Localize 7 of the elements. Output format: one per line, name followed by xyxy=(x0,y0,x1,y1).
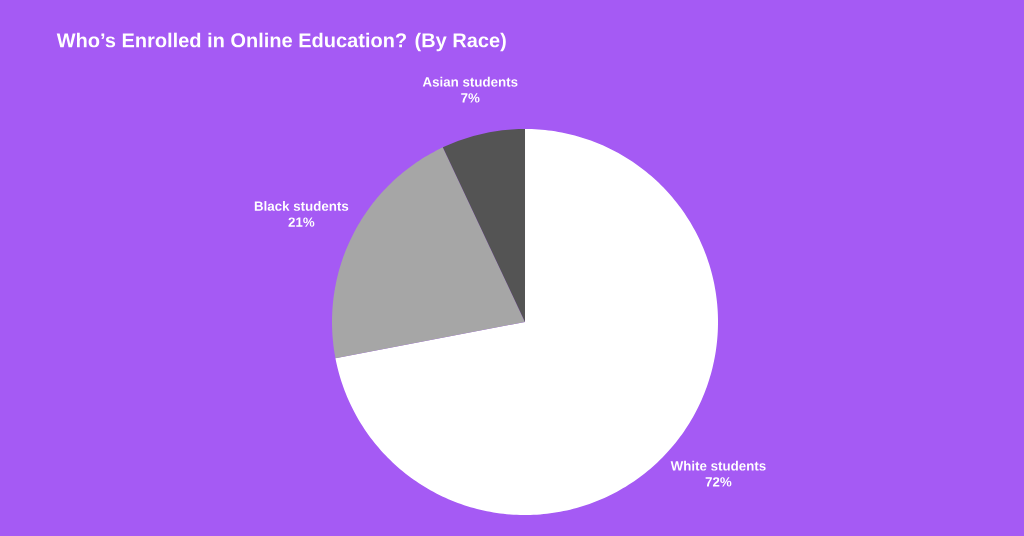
data-label: 7% xyxy=(461,93,480,103)
slice-label: Black students xyxy=(254,201,349,211)
slice-label: Asian students xyxy=(422,76,518,87)
data-label: 72% xyxy=(705,477,732,487)
data-label: 21% xyxy=(288,217,315,227)
slice-label: White students xyxy=(670,460,766,471)
chart-title: Who’s Enrolled in Online Education? (By Race) xyxy=(56,32,506,52)
